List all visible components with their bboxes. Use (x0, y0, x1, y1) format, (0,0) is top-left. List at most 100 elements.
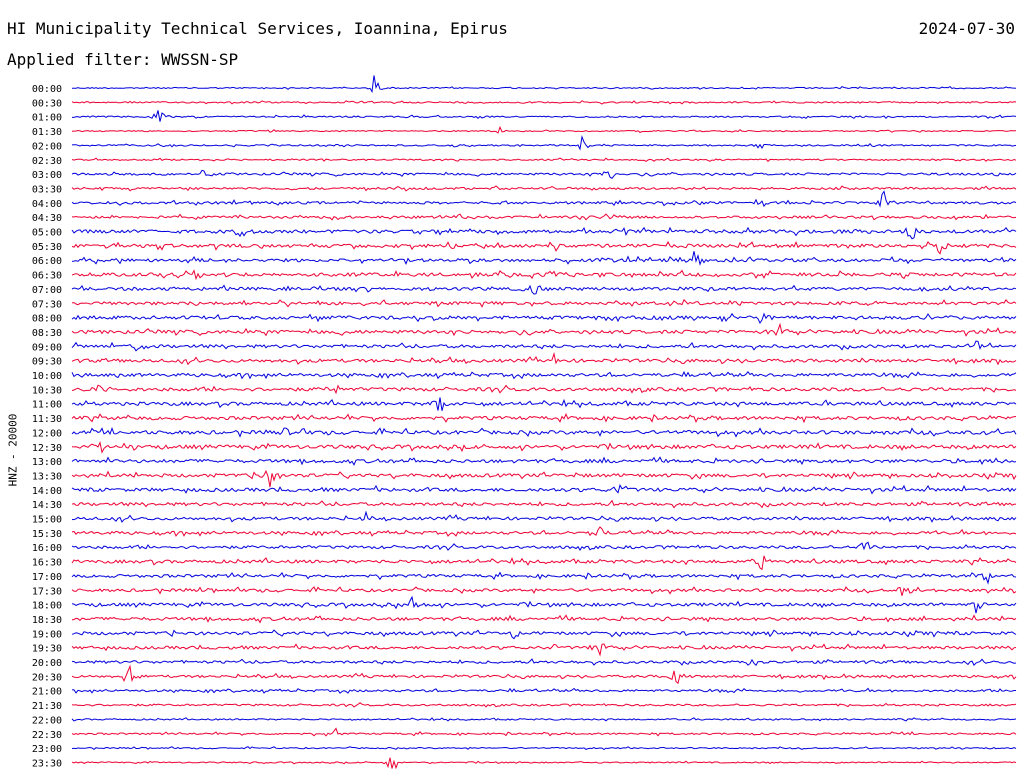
time-label: 06:30 (32, 271, 62, 282)
trace-row-1200 (71, 426, 1017, 438)
time-label: 23:30 (32, 758, 62, 769)
time-label: 02:00 (32, 141, 62, 152)
time-label: 13:30 (32, 471, 62, 482)
trace-row-1630 (71, 555, 1017, 571)
trace-row-1100 (71, 397, 1017, 411)
trace-row-2130 (71, 702, 1017, 708)
trace-row-1600 (71, 541, 1017, 551)
time-label: 17:00 (32, 572, 62, 583)
time-label: 03:00 (32, 170, 62, 181)
time-label: 20:00 (32, 658, 62, 669)
time-label: 23:00 (32, 744, 62, 755)
time-label: 18:00 (32, 601, 62, 612)
trace-row-0500 (71, 226, 1017, 240)
time-label: 07:30 (32, 299, 62, 310)
trace-row-1130 (71, 412, 1017, 424)
trace-row-0230 (71, 157, 1017, 163)
station-title: HI Municipality Technical Services, Ioan… (7, 19, 508, 38)
trace-row-1430 (71, 499, 1017, 509)
trace-row-0000 (72, 75, 1017, 94)
time-label: 10:30 (32, 385, 62, 396)
trace-row-2000 (71, 658, 1017, 667)
time-label: 11:00 (32, 400, 62, 411)
time-label: 16:00 (32, 543, 62, 554)
time-label: 00:00 (32, 84, 62, 95)
trace-row-0700 (71, 284, 1017, 295)
trace-row-0030 (71, 100, 1017, 105)
time-label-group: 00:00 00:30 01:00 01:30 02:00 02:30 03:00 03:30… (32, 84, 62, 769)
time-label: 22:00 (32, 715, 62, 726)
trace-row-0400 (71, 190, 1017, 208)
trace-row-0100 (72, 110, 1017, 122)
trace-row-0800 (71, 312, 1017, 325)
trace-row-0630 (71, 269, 1017, 281)
trace-row-2300 (71, 746, 1017, 751)
trace-group (71, 75, 1017, 770)
trace-row-1230 (71, 440, 1017, 454)
time-label: 13:00 (32, 457, 62, 468)
trace-row-2200 (71, 717, 1017, 722)
date-label: 2024-07-30 (918, 19, 1015, 38)
trace-row-0430 (71, 213, 1017, 221)
time-label: 19:00 (32, 629, 62, 640)
trace-row-0130 (71, 125, 1017, 134)
trace-row-0600 (71, 251, 1017, 266)
time-label: 04:30 (32, 213, 62, 224)
trace-row-1930 (71, 643, 1017, 657)
trace-row-0900 (71, 340, 1017, 352)
trace-row-2230 (71, 727, 1017, 737)
time-label: 01:30 (32, 127, 62, 138)
trace-row-0330 (71, 185, 1017, 192)
time-label: 12:30 (32, 443, 62, 454)
time-label: 17:30 (32, 586, 62, 597)
trace-row-1300 (71, 456, 1017, 466)
time-label: 03:30 (32, 184, 62, 195)
trace-row-1830 (71, 614, 1017, 624)
time-label: 12:00 (32, 428, 62, 439)
time-label: 16:30 (32, 558, 62, 569)
trace-row-2100 (71, 687, 1016, 694)
time-label: 04:00 (32, 199, 62, 210)
time-label: 02:30 (32, 156, 62, 167)
trace-row-1000 (71, 370, 1017, 380)
trace-row-0530 (71, 240, 1017, 255)
time-label: 00:30 (32, 98, 62, 109)
time-label: 05:00 (32, 228, 62, 239)
trace-row-1900 (71, 629, 1017, 640)
trace-row-2330 (71, 757, 1017, 770)
time-label: 08:30 (32, 328, 62, 339)
time-label: 08:00 (32, 314, 62, 325)
time-label: 22:30 (32, 730, 62, 741)
trace-row-1700 (71, 571, 1017, 585)
time-label: 21:00 (32, 687, 62, 698)
trace-row-0830 (71, 322, 1017, 337)
trace-row-1030 (71, 384, 1017, 395)
time-label: 18:30 (32, 615, 62, 626)
trace-row-1400 (71, 483, 1017, 495)
time-label: 14:30 (32, 500, 62, 511)
time-label: 14:00 (32, 486, 62, 497)
time-label: 19:30 (32, 644, 62, 655)
trace-row-0930 (71, 351, 1017, 366)
trace-row-0200 (71, 135, 1017, 151)
trace-row-1530 (71, 526, 1017, 537)
time-label: 01:00 (32, 113, 62, 124)
time-label: 11:30 (32, 414, 62, 425)
time-label: 09:00 (32, 342, 62, 353)
time-label: 10:00 (32, 371, 62, 382)
trace-row-1500 (71, 510, 1017, 523)
trace-row-2030 (71, 664, 1017, 685)
time-label: 20:30 (32, 672, 62, 683)
time-label: 15:00 (32, 515, 62, 526)
time-label: 07:00 (32, 285, 62, 296)
trace-row-0730 (71, 298, 1017, 308)
time-label: 09:30 (32, 357, 62, 368)
trace-row-1330 (71, 469, 1017, 488)
time-label: 21:30 (32, 701, 62, 712)
trace-row-1800 (71, 595, 1017, 614)
time-label: 05:30 (32, 242, 62, 253)
time-label: 15:30 (32, 529, 62, 540)
filter-label: Applied filter: WWSSN-SP (7, 50, 239, 69)
time-label: 06:00 (32, 256, 62, 267)
